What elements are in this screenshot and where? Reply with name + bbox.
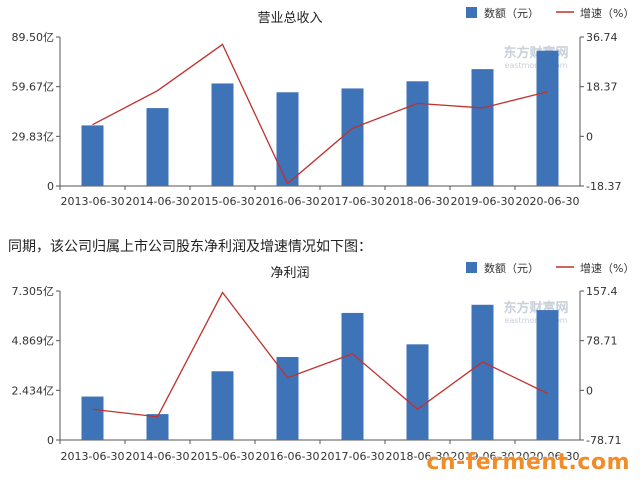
chart2-x-tick-label: 2014-06-30 (126, 450, 190, 463)
chart1-x-tick-label: 2019-06-30 (451, 195, 515, 208)
chart1-bar (81, 125, 104, 186)
chart1-x-tick-label: 2018-06-30 (386, 195, 450, 208)
chart2-y-right-tick-label: 0 (586, 384, 593, 397)
chart1-logo-cn: 东方财富网 (503, 45, 568, 61)
chart1-bar (341, 88, 364, 186)
chart1-legend-bar-swatch (466, 7, 477, 18)
chart2-y-left-tick-label: 7.305亿 (12, 285, 55, 298)
chart1-y-left-tick-label: 89.50亿 (12, 31, 55, 44)
chart1-logo-en: eastmoney.com (504, 61, 567, 70)
chart1-y-right-tick-label: 0 (586, 130, 593, 143)
chart1-legend-line-label: 增速（%） (580, 6, 634, 20)
chart1-x-tick-label: 2020-06-30 (516, 195, 580, 208)
chart1-legend-bar-label: 数额（元） (484, 7, 539, 20)
site-watermark: cn-ferment.com (426, 450, 630, 475)
chart2-x-tick-label: 2018-06-30 (386, 450, 450, 463)
chart1-y-left-tick-label: 59.67亿 (12, 81, 55, 94)
chart2-x-tick-label: 2019-06-30 (451, 450, 515, 463)
chart2-legend-line-label: 增速（%） (580, 261, 634, 275)
chart-caption: 同期，该公司归属上市公司股东净利润及增速情况如下图： (8, 239, 372, 255)
chart2-y-right-tick-label: 157.4 (586, 285, 618, 298)
chart1-bar (536, 50, 559, 186)
chart2-legend-bar-swatch (466, 262, 477, 273)
chart2-growth-line (92, 291, 548, 418)
chart2-logo-cn: 东方财富网 (503, 300, 568, 316)
chart2-x-tick-label: 2015-06-30 (191, 450, 255, 463)
chart1-bar (406, 81, 429, 186)
chart2-y-left-tick-label: 4.869亿 (12, 335, 55, 348)
chart1-x-tick-label: 2014-06-30 (126, 195, 190, 208)
chart2-y-left-tick-label: 2.434亿 (12, 384, 55, 397)
chart2-x-tick-label: 2013-06-30 (61, 450, 125, 463)
chart1-y-right-tick-label: -18.37 (586, 180, 621, 193)
chart2-bar (406, 344, 429, 440)
chart1-bar (146, 108, 169, 186)
chart1-x-tick-label: 2016-06-30 (256, 195, 320, 208)
chart2-bar (211, 371, 234, 440)
chart2-x-tick-label: 2016-06-30 (256, 450, 320, 463)
chart2-x-tick-label: 2017-06-30 (321, 450, 385, 463)
chart1-bar (211, 83, 234, 186)
chart2-bar (471, 304, 494, 440)
chart1-bar (276, 92, 299, 186)
chart2-x-tick-label: 2020-06-30 (516, 450, 580, 463)
chart2-bar (276, 356, 299, 440)
chart1-x-tick-label: 2015-06-30 (191, 195, 255, 208)
chart2-logo-en: eastmoney.com (504, 316, 567, 325)
chart1-y-left-tick-label: 29.83亿 (12, 130, 55, 143)
chart1-y-left-tick-label: 0 (47, 180, 54, 193)
chart1-x-tick-label: 2017-06-30 (321, 195, 385, 208)
chart2-legend-bar-label: 数额（元） (484, 262, 539, 275)
chart2-bar (146, 414, 169, 440)
chart2-y-right-tick-label: -78.71 (586, 434, 621, 447)
chart2-title: 净利润 (270, 266, 309, 281)
chart1-growth-line (92, 43, 548, 185)
chart2-bar (536, 310, 559, 440)
chart1-title: 营业总收入 (257, 11, 322, 26)
chart2-y-left-tick-label: 0 (47, 434, 54, 447)
chart1-y-right-tick-label: 18.37 (586, 81, 618, 94)
chart2-y-right-tick-label: 78.71 (586, 335, 618, 348)
chart2-bar (341, 312, 364, 440)
chart1-bar (471, 69, 494, 186)
chart1-y-right-tick-label: 36.74 (586, 31, 618, 44)
chart1-x-tick-label: 2013-06-30 (61, 195, 125, 208)
chart2-bar (81, 396, 104, 440)
